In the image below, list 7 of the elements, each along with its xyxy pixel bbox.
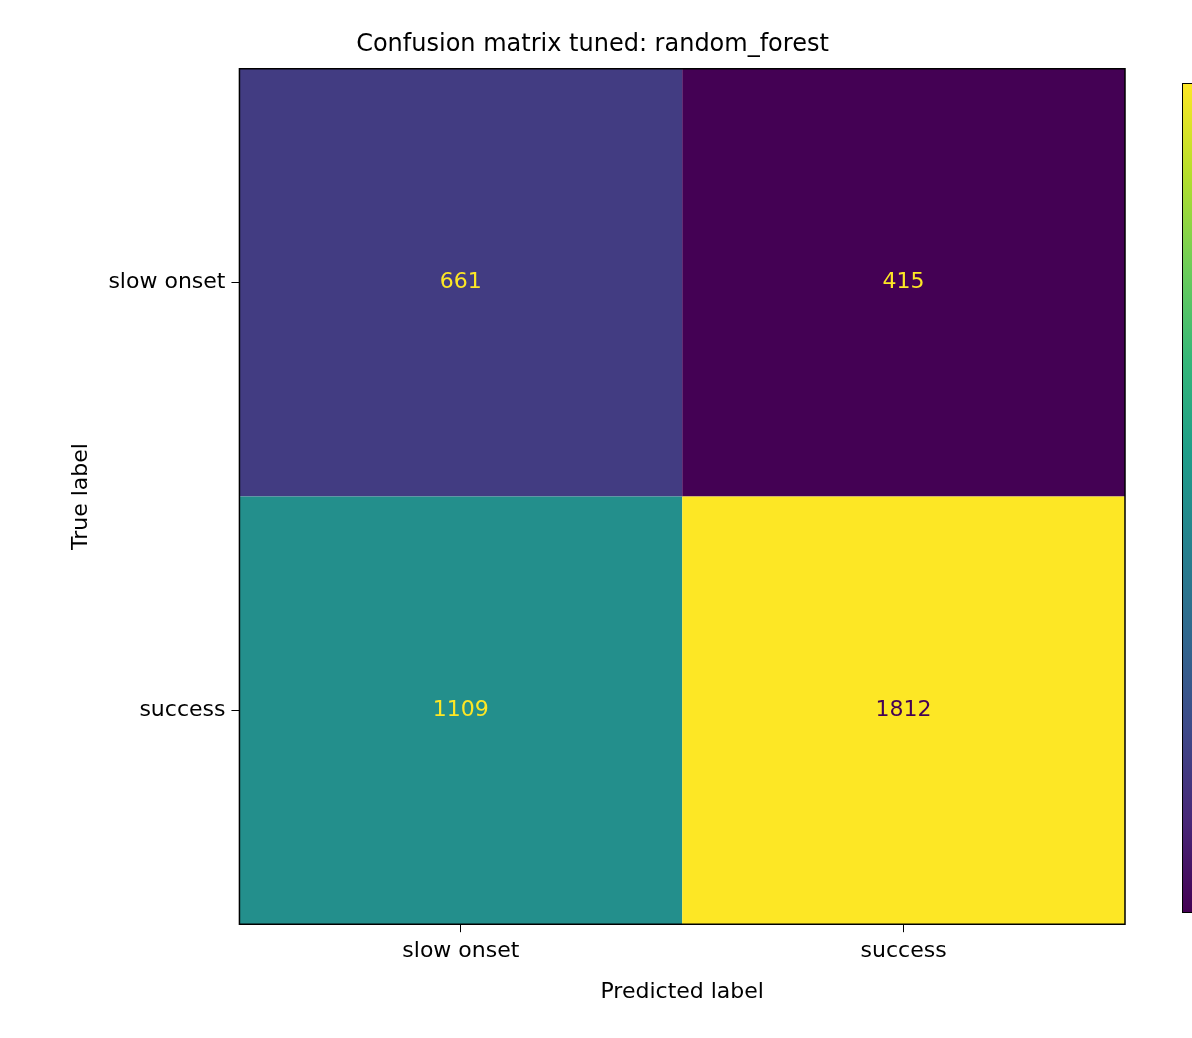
data-label: 1109: [432, 696, 489, 722]
chart-title: Confusion matrix tuned: random_forest: [356, 28, 829, 57]
x-axis-title: Predicted label: [600, 977, 764, 1003]
data-label: 661: [439, 268, 482, 294]
data-label: 1812: [875, 696, 932, 722]
data-label: 415: [882, 268, 925, 294]
y-axis-title: True label: [66, 443, 92, 551]
